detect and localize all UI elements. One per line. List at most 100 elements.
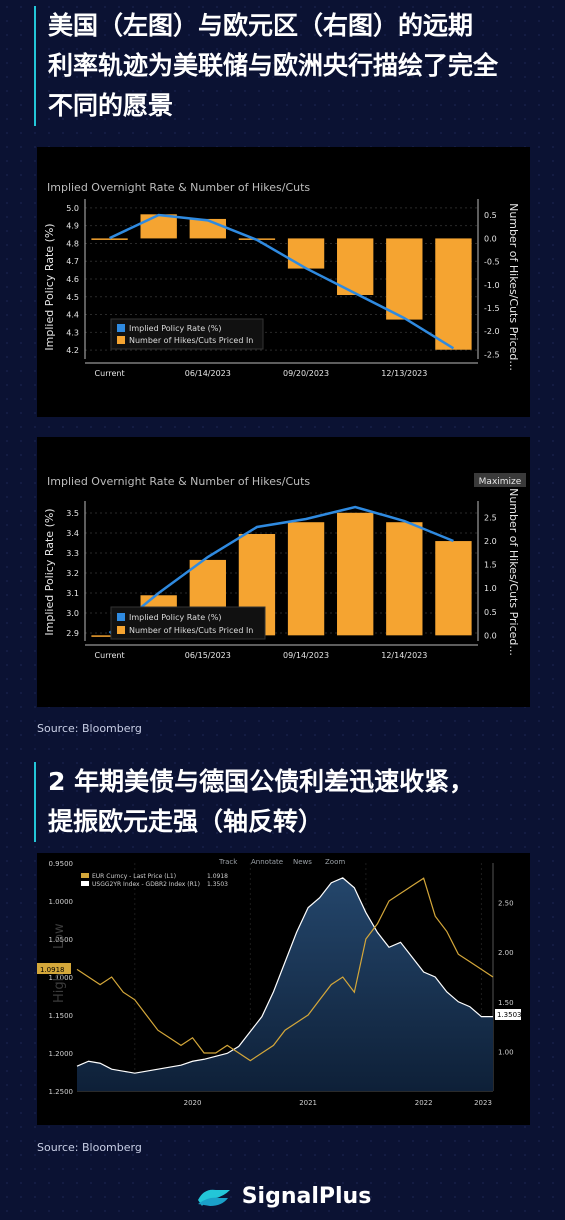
legend-box bbox=[110, 606, 266, 640]
y2-tick-label: 0.0 bbox=[484, 234, 497, 243]
heading-2-line-1: 2 年期美债与德国公债利差迅速收紧， bbox=[48, 767, 475, 796]
y2-tick-label: 2.5 bbox=[484, 513, 497, 522]
maximize-button[interactable] bbox=[474, 473, 526, 487]
legend-value-spread: 1.3503 bbox=[207, 881, 228, 888]
x-tick-label: 2021 bbox=[299, 1099, 317, 1107]
x-tick-label: 12/14/2023 bbox=[381, 651, 427, 660]
signalplus-logo-icon bbox=[197, 1189, 230, 1206]
y-tick-label: 1.2000 bbox=[49, 1050, 74, 1058]
spread-line bbox=[76, 877, 493, 1074]
y-tick-label: 3.1 bbox=[66, 589, 79, 598]
legend-swatch-spread bbox=[81, 881, 89, 886]
legend-box bbox=[110, 318, 264, 350]
heading-1-line-1: 美国（左图）与欧元区（右图）的远期 bbox=[48, 11, 474, 40]
legend-swatch-hikes bbox=[117, 626, 125, 634]
y2-tick-label: -2.0 bbox=[484, 327, 500, 336]
legend-label-rate: Implied Policy Rate (%) bbox=[129, 613, 222, 622]
y2-tick-label: 0.0 bbox=[484, 631, 497, 640]
y2-tick-label: 0.5 bbox=[484, 608, 497, 617]
hikes-bar bbox=[435, 238, 472, 350]
y-tick-label: 4.9 bbox=[66, 222, 79, 231]
y-tick-label: 3.5 bbox=[66, 509, 79, 518]
legend-swatch-eur bbox=[81, 873, 89, 878]
implied-rate-line bbox=[109, 213, 455, 350]
y2-tick-label: -1.5 bbox=[484, 304, 500, 313]
legend-label-rate: Implied Policy Rate (%) bbox=[129, 324, 222, 333]
y-tick-label: 4.5 bbox=[66, 293, 79, 302]
toolbar-annotate[interactable]: Annotate bbox=[251, 858, 283, 866]
y2-tick-label: -0.5 bbox=[484, 258, 500, 267]
y2-tick-label: 1.00 bbox=[498, 1048, 514, 1056]
chart-legend: Implied Policy Rate (%) Number of Hikes/… bbox=[110, 606, 266, 640]
x-tick-label: 09/20/2023 bbox=[283, 369, 329, 378]
maximize-button-label: Maximize bbox=[479, 477, 522, 487]
hikes-bar bbox=[91, 635, 128, 637]
y-tick-label: 1.1000 bbox=[49, 974, 74, 982]
y-tick-label: 3.4 bbox=[66, 529, 79, 538]
y-tick-label: 4.3 bbox=[66, 328, 79, 337]
x-tick-label: 06/15/2023 bbox=[185, 651, 231, 660]
legend-swatch-rate bbox=[117, 324, 125, 332]
last-price-tag bbox=[37, 963, 71, 974]
chart-title: Implied Overnight Rate & Number of Hikes… bbox=[47, 475, 310, 488]
y-tick-label: 1.2500 bbox=[49, 1088, 74, 1096]
y-tick-label: 3.3 bbox=[66, 549, 79, 558]
x-tick-label: 12/13/2023 bbox=[381, 369, 427, 378]
spread-value-tag-label: 1.3503 bbox=[497, 1011, 522, 1019]
heading-1-line-2: 利率轨迹为美联储与欧洲央行描绘了完全 bbox=[48, 51, 499, 80]
eur-rate-chart: Implied Overnight Rate & Number of Hikes… bbox=[43, 473, 526, 660]
y-axis-label: Implied Policy Rate (%) bbox=[43, 508, 56, 635]
heading-2-line-2: 提振欧元走强（轴反转） bbox=[48, 807, 324, 836]
y2-tick-label: 1.5 bbox=[484, 561, 497, 570]
hikes-bar bbox=[386, 238, 423, 320]
y2-tick-label: 2.00 bbox=[498, 949, 514, 957]
hikes-bar bbox=[140, 214, 177, 239]
x-tick-label: 2020 bbox=[184, 1099, 202, 1107]
hikes-bar bbox=[337, 512, 374, 636]
y2-axis-label: Number of Hikes/Cuts Priced... bbox=[507, 488, 520, 656]
spread-value-tag bbox=[495, 1009, 521, 1020]
eurusd-spread-chart: Track Annotate News Zoom 0.9500 1.0000 1.0… bbox=[37, 858, 522, 1107]
hikes-bar bbox=[189, 218, 226, 239]
side-label-high: High bbox=[52, 973, 67, 1003]
toolbar-news[interactable]: News bbox=[293, 858, 312, 866]
toolbar-zoom[interactable]: Zoom bbox=[325, 858, 345, 866]
brand-name: SignalPlus bbox=[241, 1183, 372, 1209]
x-tick-label: Current bbox=[95, 369, 125, 378]
y2-axis-label: Number of Hikes/Cuts Priced... bbox=[507, 203, 520, 371]
x-tick-label: 09/14/2023 bbox=[283, 651, 329, 660]
y2-tick-label: -1.0 bbox=[484, 281, 500, 290]
chart-title: Implied Overnight Rate & Number of Hikes… bbox=[47, 181, 310, 194]
y-tick-label: 4.4 bbox=[66, 311, 79, 320]
side-label-low: Low bbox=[52, 923, 67, 949]
chart-toolbar: Track Annotate News Zoom bbox=[218, 858, 345, 866]
y2-tick-label: 2.50 bbox=[498, 900, 514, 908]
y2-tick-label: -2.5 bbox=[484, 350, 500, 359]
legend-label-hikes: Number of Hikes/Cuts Priced In bbox=[129, 336, 253, 345]
legend-label-eur: EUR Curncy - Last Price (L1) bbox=[92, 873, 176, 880]
hikes-bar bbox=[287, 238, 325, 269]
toolbar-track[interactable]: Track bbox=[218, 858, 238, 866]
us-rate-chart: Implied Overnight Rate & Number of Hikes… bbox=[43, 181, 520, 378]
source-note-2: Source: Bloomberg bbox=[37, 1141, 142, 1154]
eurusd-spread-chart-panel: Track Annotate News Zoom 0.9500 1.0000 1.0… bbox=[37, 853, 530, 1125]
y-tick-label: 4.2 bbox=[66, 346, 79, 355]
y-tick-label: 4.6 bbox=[66, 275, 79, 284]
legend-label-spread: USGG2YR Index - GDBR2 Index (R1) bbox=[92, 881, 200, 888]
y-tick-label: 0.9500 bbox=[49, 860, 74, 868]
eur-rate-chart-panel: Implied Overnight Rate & Number of Hikes… bbox=[37, 437, 530, 707]
y2-tick-label: 2.0 bbox=[484, 537, 497, 546]
y-tick-label: 5.0 bbox=[66, 204, 79, 213]
x-tick-label: 2022 bbox=[415, 1099, 433, 1107]
y2-tick-label: 0.5 bbox=[484, 211, 497, 220]
us-rate-chart-panel: Implied Overnight Rate & Number of Hikes… bbox=[37, 147, 530, 417]
y2-tick-label: 1.0 bbox=[484, 584, 497, 593]
section-heading-1: 美国（左图）与欧元区（右图）的远期 利率轨迹为美联储与欧洲央行描绘了完全 不同的… bbox=[34, 6, 546, 126]
x-tick-label: 06/14/2023 bbox=[185, 369, 231, 378]
hikes-bar bbox=[435, 541, 472, 636]
y-tick-label: 3.0 bbox=[66, 609, 79, 618]
y-tick-label: 4.7 bbox=[66, 257, 79, 266]
y2-tick-label: 1.50 bbox=[498, 999, 514, 1007]
y-tick-label: 3.2 bbox=[66, 569, 79, 578]
hikes-bar bbox=[91, 238, 128, 240]
